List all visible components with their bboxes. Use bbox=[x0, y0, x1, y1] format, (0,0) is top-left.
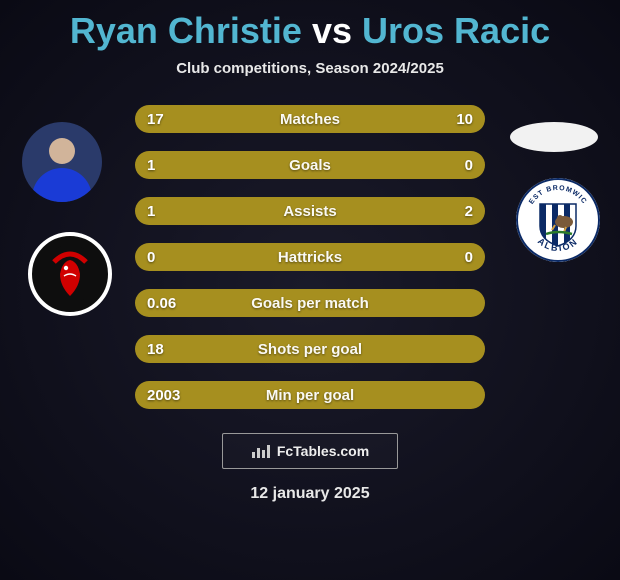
stat-label: Shots per goal bbox=[207, 341, 413, 358]
player1-photo bbox=[22, 122, 102, 202]
stat-left-value: 1 bbox=[147, 157, 207, 174]
stat-right-value: 0 bbox=[413, 249, 473, 266]
stat-right-value: 0 bbox=[413, 157, 473, 174]
stat-row: 2003Min per goal bbox=[135, 381, 485, 409]
stat-label: Hattricks bbox=[207, 249, 413, 266]
chart-icon bbox=[251, 443, 271, 459]
stat-label: Goals per match bbox=[207, 295, 413, 312]
bournemouth-crest-icon bbox=[40, 244, 100, 304]
stat-left-value: 0.06 bbox=[147, 295, 207, 312]
stats-list: 17Matches101Goals01Assists20Hattricks00.… bbox=[135, 105, 485, 409]
stat-label: Assists bbox=[207, 203, 413, 220]
stat-label: Matches bbox=[207, 111, 413, 128]
stat-row: 1Assists2 bbox=[135, 197, 485, 225]
club-crest-left bbox=[28, 232, 112, 316]
date-label: 12 january 2025 bbox=[0, 485, 620, 503]
stat-left-value: 0 bbox=[147, 249, 207, 266]
stat-row: 0Hattricks0 bbox=[135, 243, 485, 271]
stat-left-value: 1 bbox=[147, 203, 207, 220]
club-crest-right: EST BROMWIC ALBION bbox=[516, 178, 600, 262]
stat-left-value: 18 bbox=[147, 341, 207, 358]
stat-row: 18Shots per goal bbox=[135, 335, 485, 363]
stat-right-value: 2 bbox=[413, 203, 473, 220]
stat-row: 0.06Goals per match bbox=[135, 289, 485, 317]
stat-right-value: 10 bbox=[413, 111, 473, 128]
brand-label: FcTables.com bbox=[277, 443, 369, 459]
stat-label: Min per goal bbox=[207, 387, 413, 404]
page-title: Ryan Christie vs Uros Racic bbox=[0, 0, 620, 52]
stat-left-value: 17 bbox=[147, 111, 207, 128]
wba-crest-icon: EST BROMWIC ALBION bbox=[516, 178, 600, 262]
subtitle: Club competitions, Season 2024/2025 bbox=[0, 60, 620, 77]
vs-label: vs bbox=[312, 10, 352, 51]
stat-label: Goals bbox=[207, 157, 413, 174]
stat-row: 1Goals0 bbox=[135, 151, 485, 179]
stat-left-value: 2003 bbox=[147, 387, 207, 404]
player1-name: Ryan Christie bbox=[70, 10, 302, 51]
player2-name: Uros Racic bbox=[362, 10, 550, 51]
brand-badge: FcTables.com bbox=[222, 433, 398, 469]
player2-photo bbox=[510, 122, 598, 152]
stat-row: 17Matches10 bbox=[135, 105, 485, 133]
